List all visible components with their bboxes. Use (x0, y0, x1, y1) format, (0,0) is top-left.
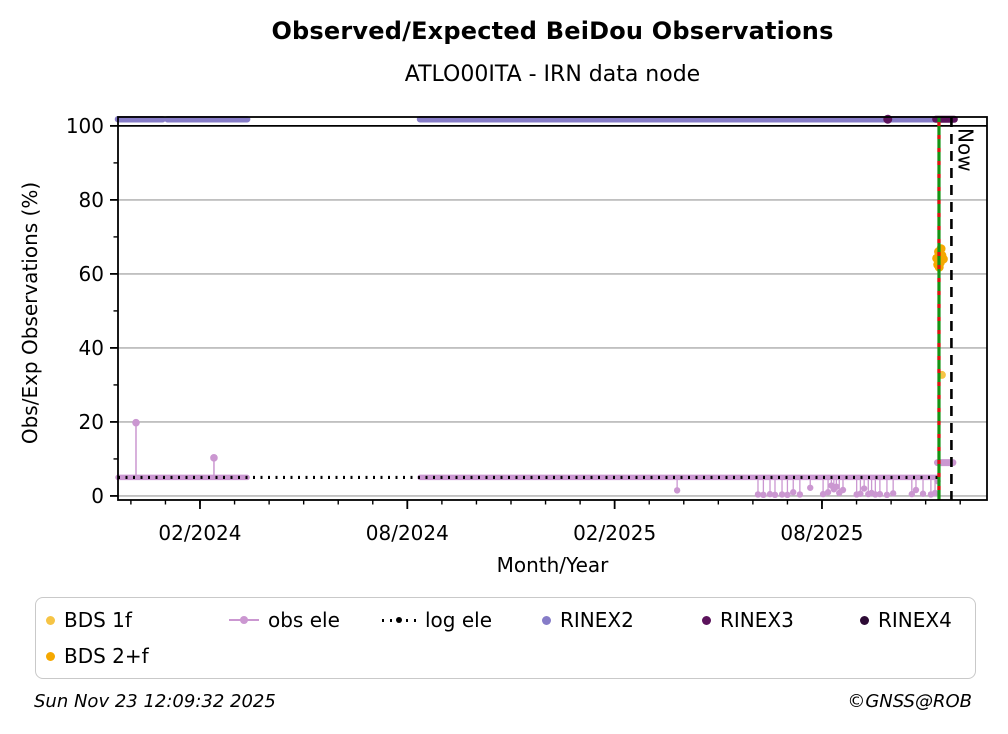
x-tick-label: 02/2025 (573, 521, 656, 545)
bds-2-f-marker-icon (46, 651, 55, 661)
legend-item-rinex2: RINEX2 (542, 608, 702, 632)
x-axis-label: Month/Year (496, 553, 609, 577)
spines (117, 116, 988, 501)
legend-item-rinex3: RINEX3 (702, 608, 860, 632)
y-axis-label: Obs/Exp Observations (%) (18, 181, 42, 445)
rinex4-marker-icon (860, 615, 869, 625)
chart-title: Observed/Expected BeiDou Observations (271, 17, 834, 45)
x-tick-label: 08/2024 (366, 521, 449, 545)
now-label: Now (953, 128, 977, 172)
legend-label: RINEX4 (878, 608, 952, 632)
legend-label: obs ele (268, 608, 340, 632)
rinex3-marker-icon (702, 615, 711, 625)
x-tick-label: 02/2024 (158, 521, 241, 545)
credit: ©GNSS@ROB (847, 691, 972, 712)
plot-border (117, 116, 988, 501)
timestamp: Sun Nov 23 12:09:32 2025 (34, 691, 276, 712)
y-tick-label: 20 (79, 410, 104, 434)
y-tick-label: 40 (79, 336, 104, 360)
legend-label: BDS 2+f (64, 644, 149, 668)
legend-item-bds-2-f: BDS 2+f (46, 644, 229, 668)
series-obs-ele (115, 418, 957, 499)
legend-label: RINEX2 (560, 608, 634, 632)
x-axis-ticks: 02/2024 08/2024 02/2025 08/2025 (130, 500, 961, 545)
legend-label: RINEX3 (720, 608, 794, 632)
log-ele-marker-icon (382, 614, 416, 626)
legend: BDS 1f obs ele log ele RINEX2 RINEX3 RINEX4 BD… (35, 597, 976, 679)
legend-item-bds-1f: BDS 1f (46, 608, 229, 632)
legend-item-obs-ele: obs ele (229, 608, 382, 632)
y-tick-label: 60 (79, 262, 104, 286)
y-tick-label: 100 (66, 114, 104, 138)
legend-item-log-ele: log ele (382, 608, 542, 632)
legend-label: BDS 1f (64, 608, 132, 632)
y-tick-label: 80 (79, 188, 104, 212)
obs-ele-marker-icon (229, 614, 259, 626)
x-tick-label: 08/2025 (780, 521, 863, 545)
y-tick-label: 0 (91, 484, 104, 508)
now-line: Now (950, 117, 977, 500)
legend-label: log ele (425, 608, 493, 632)
chart-subtitle: ATLO00ITA - IRN data node (404, 62, 701, 87)
rinex2-marker-icon (542, 615, 551, 625)
y-axis-ticks: 0 20 40 60 80 100 (66, 114, 118, 508)
bds-1f-marker-icon (46, 615, 55, 625)
legend-item-rinex4: RINEX4 (860, 608, 975, 632)
y-gridlines (118, 199, 987, 497)
